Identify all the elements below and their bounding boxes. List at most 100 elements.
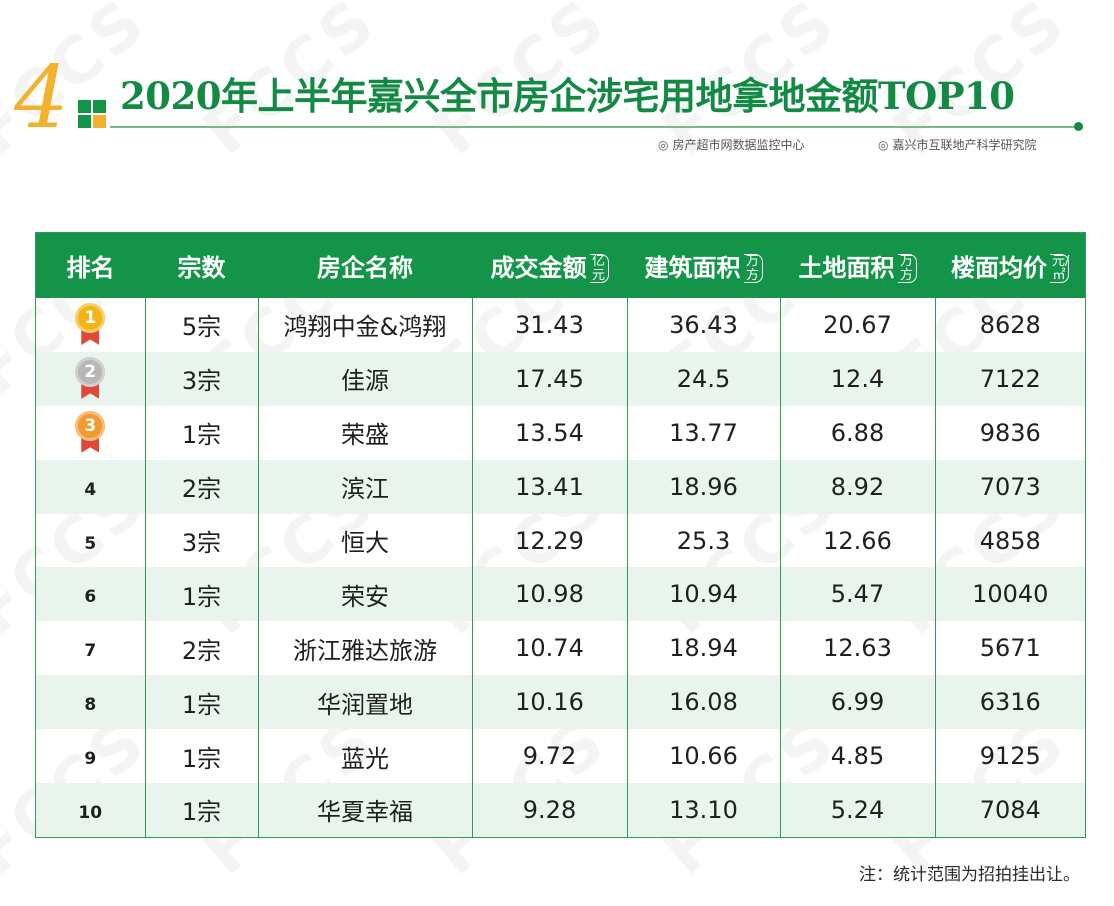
column-header: 宗数 [145,233,258,298]
column-header-label: 宗数 [177,254,226,282]
avg-price-cell: 7073 [934,459,1085,514]
source-1-symbol-icon: ◎ [658,138,669,152]
lots-cell: 1宗 [144,783,258,837]
avg-price-cell: 10040 [934,567,1085,622]
table-row: 5 3宗 恒大 12.29 25.3 12.66 4858 [36,513,1085,568]
land-area-cell: 5.47 [779,567,935,622]
column-header-label: 房企名称 [317,254,413,282]
amount-cell: 10.74 [471,621,627,676]
table-row: 8 1宗 华润置地 10.16 16.08 6.99 6316 [36,675,1085,730]
building-area-cell: 24.5 [626,351,780,406]
table-row: 4 2宗 滨江 13.41 18.96 8.92 7073 [36,459,1085,514]
land-area-cell: 6.88 [779,405,935,460]
building-area-cell: 13.10 [626,783,780,837]
source-2-text: 嘉兴市互联地产科学研究院 [892,138,1037,152]
bronze-medal-icon: 3 [72,410,108,455]
building-area-cell: 18.94 [626,621,780,676]
source-1-text: 房产超市网数据监控中心 [672,138,805,152]
lots-cell: 5宗 [144,298,258,352]
avg-price-cell: 7084 [934,783,1085,837]
company-cell: 蓝光 [257,729,472,784]
rank-number: 4 [84,479,97,500]
avg-price-cell: 7122 [934,351,1085,406]
land-area-cell: 12.4 [779,351,935,406]
table-row: 2 3宗 佳源 17.45 24.5 12.4 7122 [36,351,1085,406]
column-header-label: 土地面积 [798,253,895,282]
lots-cell: 2宗 [144,621,258,676]
avg-price-cell: 4858 [934,513,1085,568]
table-row: 10 1宗 华夏幸福 9.28 13.10 5.24 7084 [36,783,1085,837]
title-dot-icon [1074,122,1083,131]
company-cell: 荣盛 [257,405,472,460]
building-area-cell: 36.43 [626,298,780,352]
footer-note: 注：统计范围为招拍挂出让。 [859,865,1080,885]
rank-number: 1 [75,302,106,333]
amount-cell: 10.16 [471,675,627,730]
rank-cell: 5 [36,514,145,568]
source-1: ◎ 房产超市网数据监控中心 [658,136,805,153]
company-cell: 鸿翔中金&鸿翔 [257,298,472,352]
amount-cell: 10.98 [471,567,627,622]
lots-cell: 3宗 [144,351,258,406]
column-header: 楼面均价 元/㎡ [935,233,1085,298]
avg-price-cell: 5671 [934,621,1085,676]
column-header: 土地面积 万方 [780,233,935,298]
land-area-cell: 5.24 [779,783,935,837]
rank-cell: 9 [36,729,145,783]
rank-cell: 1 [36,298,145,352]
ranking-table: 排名 宗数 房企名称 成交金额 亿元 建筑面积 万方 土地面积 万方 楼面均价 元/㎡ 1 5宗 鸿翔中… [35,232,1086,838]
lots-cell: 1宗 [144,729,258,784]
column-header-unit: 万方 [743,254,763,284]
company-cell: 佳源 [257,351,472,406]
source-2-symbol-icon: ◎ [878,138,889,152]
company-cell: 浙江雅达旅游 [257,621,472,676]
column-header-label: 排名 [66,254,115,282]
amount-cell: 13.54 [471,405,627,460]
table-row: 1 5宗 鸿翔中金&鸿翔 31.43 36.43 20.67 8628 [36,298,1085,352]
logo-squares-icon [78,100,108,130]
column-header: 排名 [36,233,145,298]
column-header: 成交金额 亿元 [472,233,627,298]
lots-cell: 3宗 [144,513,258,568]
amount-cell: 31.43 [471,298,627,352]
company-cell: 滨江 [257,459,472,514]
building-area-cell: 13.77 [626,405,780,460]
column-header: 建筑面积 万方 [627,233,780,298]
amount-cell: 13.41 [471,459,627,514]
building-area-cell: 10.94 [626,567,780,622]
lots-cell: 1宗 [144,405,258,460]
amount-cell: 9.72 [471,729,627,784]
building-area-cell: 16.08 [626,675,780,730]
rank-number: 3 [75,410,106,441]
building-area-cell: 10.66 [626,729,780,784]
land-area-cell: 20.67 [779,298,935,352]
company-cell: 恒大 [257,513,472,568]
amount-cell: 9.28 [471,783,627,837]
rank-number: 6 [84,587,97,608]
column-header-unit: 元/㎡ [1050,254,1070,284]
land-area-cell: 12.66 [779,513,935,568]
amount-cell: 12.29 [471,513,627,568]
rank-number: 9 [84,749,97,770]
lots-cell: 1宗 [144,675,258,730]
source-2: ◎ 嘉兴市互联地产科学研究院 [878,136,1037,153]
gold-medal-icon: 1 [72,302,108,347]
rank-cell: 4 [36,459,145,514]
column-header: 房企名称 [258,233,472,298]
section-number: 4 [14,48,69,148]
rank-cell: 6 [36,567,145,622]
avg-price-cell: 9836 [934,405,1085,460]
rank-number: 8 [84,695,97,716]
rank-number: 2 [75,356,106,387]
avg-price-cell: 8628 [934,298,1085,352]
building-area-cell: 25.3 [626,513,780,568]
company-cell: 荣安 [257,567,472,622]
lots-cell: 2宗 [144,459,258,514]
rank-cell: 7 [36,621,145,675]
building-area-cell: 18.96 [626,459,780,514]
company-cell: 华夏幸福 [257,783,472,837]
amount-cell: 17.45 [471,351,627,406]
rank-cell: 2 [36,351,145,406]
silver-medal-icon: 2 [72,356,108,401]
land-area-cell: 4.85 [779,729,935,784]
